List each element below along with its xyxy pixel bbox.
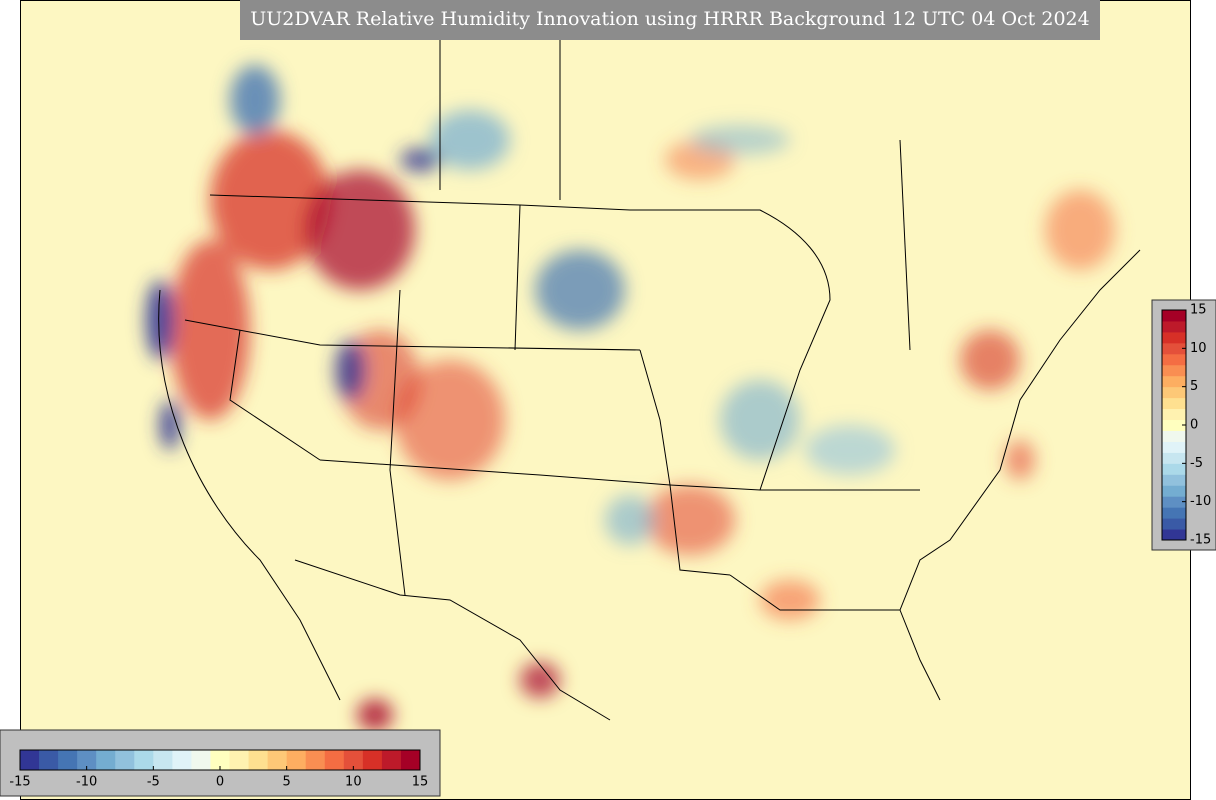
colorbar-swatch: [1162, 441, 1186, 453]
colorbar-swatch: [134, 750, 154, 770]
colorbar-swatch: [153, 750, 173, 770]
colorbar-swatch: [1162, 518, 1186, 530]
colorbar-swatch: [1162, 430, 1186, 442]
colorbar-swatch: [1162, 507, 1186, 519]
colorbar-swatch: [1162, 463, 1186, 475]
colorbar-swatch: [77, 750, 97, 770]
colorbar-swatch: [1162, 353, 1186, 366]
colorbar-swatch: [1162, 452, 1186, 464]
colorbar-swatch: [267, 750, 288, 770]
colorbar-tick-label: 15: [412, 775, 429, 790]
colorbar-swatch: [1162, 364, 1186, 377]
colorbar-tick-label: 5: [283, 775, 291, 790]
colorbar-tick-label: -10: [1190, 494, 1211, 509]
map-title: UU2DVAR Relative Humidity Innovation usi…: [250, 8, 1089, 30]
colorbar-swatch: [286, 750, 307, 770]
colorbar-swatch: [96, 750, 116, 770]
colorbar-tick-label: -5: [147, 775, 160, 790]
colorbar-swatch: [1162, 397, 1186, 410]
colorbar-swatch: [305, 750, 326, 770]
title-box: [240, 0, 1100, 40]
humidity-field: [20, 0, 1190, 800]
colorbar-swatch: [343, 750, 364, 770]
colorbar-swatch: [1162, 408, 1186, 421]
colorbar-tick-label: 0: [216, 775, 224, 790]
colorbar-tick-label: -15: [1190, 533, 1211, 548]
colorbar-tick-label: 5: [1190, 379, 1198, 394]
colorbar-swatch: [1162, 474, 1186, 486]
colorbar-swatch: [1162, 375, 1186, 388]
boundaries: [158, 40, 1141, 721]
colorbar-swatch: [1162, 386, 1186, 399]
colorbar-swatch: [191, 750, 211, 770]
colorbar-right: -15 -10 -5 0 5 10 15: [1161, 303, 1211, 548]
colorbar-swatch: [1162, 496, 1186, 508]
colorbar-swatch: [1162, 310, 1186, 322]
colorbar-swatch: [1162, 320, 1186, 333]
colorbar-tick-label: 15: [1190, 303, 1207, 318]
colorbar-tick-label: -10: [76, 775, 97, 790]
colorbar-swatch: [1162, 342, 1186, 355]
colorbar-tick-label: 10: [1190, 341, 1207, 356]
colorbar-swatch: [172, 750, 192, 770]
colorbar-swatch: [248, 750, 269, 770]
colorbar-swatch: [1162, 485, 1186, 497]
colorbar-swatch: [115, 750, 135, 770]
field-blobs: [146, 65, 1115, 731]
colorbar-tick-label: 10: [345, 775, 362, 790]
colorbar-swatch: [324, 750, 345, 770]
colorbar-swatch: [362, 750, 383, 770]
colorbar-tick-label: -5: [1190, 456, 1203, 471]
colorbar-swatch: [229, 750, 250, 770]
colorbar-tick-label: 0: [1190, 418, 1198, 433]
colorbar-bottom: -15 -10 -5 0 5 10 15: [9, 749, 429, 790]
colorbar-swatch: [20, 750, 40, 770]
colorbar-swatch: [381, 750, 402, 770]
colorbar-swatch: [400, 750, 421, 770]
colorbar-tick-label: -15: [9, 775, 30, 790]
colorbar-swatch: [210, 750, 231, 770]
colorbar-swatch: [58, 750, 78, 770]
colorbar-swatch: [1162, 419, 1186, 431]
colorbar-swatch: [39, 750, 59, 770]
colorbar-swatch: [1162, 529, 1186, 541]
colorbar-swatch: [1162, 331, 1186, 344]
